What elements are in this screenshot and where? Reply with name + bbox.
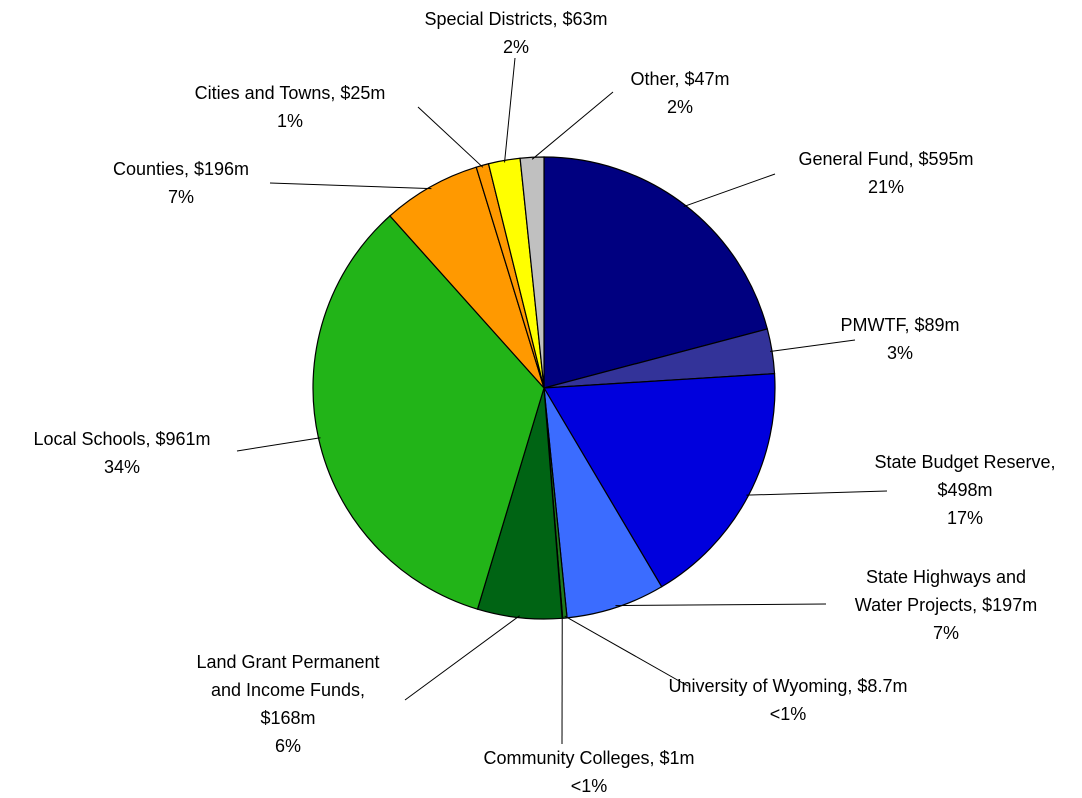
leader-line (269, 182, 432, 190)
slice-label: Cities and Towns, $25m (195, 83, 386, 103)
slice-label: Land Grant Permanent (196, 652, 379, 672)
leader-line (683, 173, 776, 208)
slice-label: 17% (947, 508, 983, 528)
slice-label: 7% (933, 623, 959, 643)
slice-label: 34% (104, 457, 140, 477)
slice-label: General Fund, $595m (798, 149, 973, 169)
slice-label: 1% (277, 111, 303, 131)
slice-label: 7% (168, 187, 194, 207)
slice-label: Local Schools, $961m (33, 429, 210, 449)
leader-line (769, 339, 856, 352)
slice-label: 6% (275, 736, 301, 756)
slice-label: Counties, $196m (113, 159, 249, 179)
slice-label: <1% (770, 704, 807, 724)
slice-label: University of Wyoming, $8.7m (669, 676, 908, 696)
pie-slice (542, 373, 776, 588)
leader-line (236, 437, 321, 452)
slice-label: State Highways and (866, 567, 1026, 587)
leader-line (404, 615, 520, 701)
slice-label: 21% (868, 177, 904, 197)
leader-line (615, 603, 827, 607)
slice-label: $168m (260, 708, 315, 728)
slice-label: Other, $47m (630, 69, 729, 89)
leader-line (564, 615, 689, 687)
slice-label: State Budget Reserve, (874, 452, 1055, 472)
slice-label: 2% (667, 97, 693, 117)
slice-label: PMWTF, $89m (840, 315, 959, 335)
leader-line (531, 91, 614, 160)
slice-label: and Income Funds, (211, 680, 365, 700)
slice-label: Special Districts, $63m (424, 9, 607, 29)
leader-line (746, 490, 888, 496)
slice-label: $498m (937, 480, 992, 500)
slice-label: Community Colleges, $1m (483, 748, 694, 768)
slice-label: 2% (503, 37, 529, 57)
pie-slice (519, 156, 545, 389)
pie-slice (543, 156, 769, 389)
leader-line (504, 57, 516, 163)
slice-label: <1% (571, 776, 608, 796)
slice-label: Water Projects, $197m (855, 595, 1037, 615)
slice-label: 3% (887, 343, 913, 363)
leader-line (417, 106, 484, 168)
